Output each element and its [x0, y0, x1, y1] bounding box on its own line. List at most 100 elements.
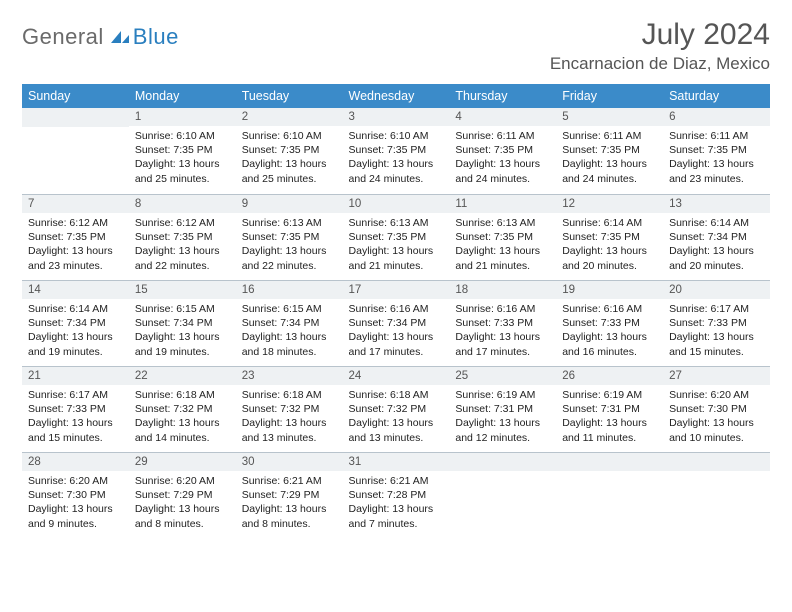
- sunrise-line: Sunrise: 6:10 AM: [135, 129, 230, 143]
- calendar-cell: 6Sunrise: 6:11 AMSunset: 7:35 PMDaylight…: [663, 108, 770, 194]
- daylight-line: Daylight: 13 hours and 16 minutes.: [562, 330, 657, 358]
- sunset-line: Sunset: 7:29 PM: [242, 488, 337, 502]
- sunset-line: Sunset: 7:33 PM: [28, 402, 123, 416]
- day-details: Sunrise: 6:16 AMSunset: 7:33 PMDaylight:…: [556, 299, 663, 362]
- daylight-line: Daylight: 13 hours and 20 minutes.: [562, 244, 657, 272]
- sunrise-line: Sunrise: 6:20 AM: [669, 388, 764, 402]
- calendar-cell: 2Sunrise: 6:10 AMSunset: 7:35 PMDaylight…: [236, 108, 343, 194]
- calendar-cell: 27Sunrise: 6:20 AMSunset: 7:30 PMDayligh…: [663, 366, 770, 452]
- day-details: Sunrise: 6:10 AMSunset: 7:35 PMDaylight:…: [236, 126, 343, 189]
- day-details: Sunrise: 6:11 AMSunset: 7:35 PMDaylight:…: [663, 126, 770, 189]
- daylight-line: Daylight: 13 hours and 17 minutes.: [455, 330, 550, 358]
- day-number: 25: [449, 366, 556, 385]
- day-details: [22, 127, 129, 187]
- daylight-line: Daylight: 13 hours and 23 minutes.: [28, 244, 123, 272]
- sunrise-line: Sunrise: 6:13 AM: [242, 216, 337, 230]
- sunset-line: Sunset: 7:32 PM: [242, 402, 337, 416]
- calendar-cell: 23Sunrise: 6:18 AMSunset: 7:32 PMDayligh…: [236, 366, 343, 452]
- sunrise-line: Sunrise: 6:10 AM: [349, 129, 444, 143]
- calendar-cell: [449, 452, 556, 538]
- calendar-week: 21Sunrise: 6:17 AMSunset: 7:33 PMDayligh…: [22, 366, 770, 452]
- day-number: 19: [556, 280, 663, 299]
- sunrise-line: Sunrise: 6:19 AM: [562, 388, 657, 402]
- sunset-line: Sunset: 7:33 PM: [669, 316, 764, 330]
- sunrise-line: Sunrise: 6:18 AM: [242, 388, 337, 402]
- sunset-line: Sunset: 7:35 PM: [349, 230, 444, 244]
- day-number: 12: [556, 194, 663, 213]
- day-details: Sunrise: 6:14 AMSunset: 7:34 PMDaylight:…: [663, 213, 770, 276]
- day-details: Sunrise: 6:10 AMSunset: 7:35 PMDaylight:…: [129, 126, 236, 189]
- calendar-cell: 11Sunrise: 6:13 AMSunset: 7:35 PMDayligh…: [449, 194, 556, 280]
- day-number: 1: [129, 108, 236, 126]
- day-number: 5: [556, 108, 663, 126]
- calendar-cell: 1Sunrise: 6:10 AMSunset: 7:35 PMDaylight…: [129, 108, 236, 194]
- calendar-cell: 5Sunrise: 6:11 AMSunset: 7:35 PMDaylight…: [556, 108, 663, 194]
- calendar-cell: 25Sunrise: 6:19 AMSunset: 7:31 PMDayligh…: [449, 366, 556, 452]
- sunrise-line: Sunrise: 6:11 AM: [562, 129, 657, 143]
- day-number: 6: [663, 108, 770, 126]
- day-details: Sunrise: 6:17 AMSunset: 7:33 PMDaylight:…: [22, 385, 129, 448]
- day-details: Sunrise: 6:10 AMSunset: 7:35 PMDaylight:…: [343, 126, 450, 189]
- day-number: 14: [22, 280, 129, 299]
- month-title: July 2024: [550, 18, 770, 52]
- day-details: Sunrise: 6:19 AMSunset: 7:31 PMDaylight:…: [556, 385, 663, 448]
- day-details: Sunrise: 6:12 AMSunset: 7:35 PMDaylight:…: [129, 213, 236, 276]
- calendar-cell: 13Sunrise: 6:14 AMSunset: 7:34 PMDayligh…: [663, 194, 770, 280]
- sunset-line: Sunset: 7:35 PM: [562, 230, 657, 244]
- sunset-line: Sunset: 7:35 PM: [349, 143, 444, 157]
- daylight-line: Daylight: 13 hours and 12 minutes.: [455, 416, 550, 444]
- calendar-cell: 18Sunrise: 6:16 AMSunset: 7:33 PMDayligh…: [449, 280, 556, 366]
- sunset-line: Sunset: 7:35 PM: [669, 143, 764, 157]
- weekday-thursday: Thursday: [449, 84, 556, 108]
- calendar-week: 7Sunrise: 6:12 AMSunset: 7:35 PMDaylight…: [22, 194, 770, 280]
- calendar-cell: 3Sunrise: 6:10 AMSunset: 7:35 PMDaylight…: [343, 108, 450, 194]
- day-details: Sunrise: 6:15 AMSunset: 7:34 PMDaylight:…: [129, 299, 236, 362]
- sunset-line: Sunset: 7:35 PM: [242, 230, 337, 244]
- sunrise-line: Sunrise: 6:12 AM: [135, 216, 230, 230]
- daylight-line: Daylight: 13 hours and 19 minutes.: [135, 330, 230, 358]
- sunset-line: Sunset: 7:34 PM: [242, 316, 337, 330]
- sunrise-line: Sunrise: 6:12 AM: [28, 216, 123, 230]
- day-details: Sunrise: 6:14 AMSunset: 7:35 PMDaylight:…: [556, 213, 663, 276]
- sunset-line: Sunset: 7:32 PM: [349, 402, 444, 416]
- sunset-line: Sunset: 7:29 PM: [135, 488, 230, 502]
- day-details: Sunrise: 6:13 AMSunset: 7:35 PMDaylight:…: [236, 213, 343, 276]
- calendar-week: 14Sunrise: 6:14 AMSunset: 7:34 PMDayligh…: [22, 280, 770, 366]
- calendar-cell: 4Sunrise: 6:11 AMSunset: 7:35 PMDaylight…: [449, 108, 556, 194]
- sunrise-line: Sunrise: 6:11 AM: [669, 129, 764, 143]
- day-number: 29: [129, 452, 236, 471]
- daylight-line: Daylight: 13 hours and 10 minutes.: [669, 416, 764, 444]
- sunset-line: Sunset: 7:35 PM: [28, 230, 123, 244]
- day-number: 11: [449, 194, 556, 213]
- daylight-line: Daylight: 13 hours and 8 minutes.: [242, 502, 337, 530]
- calendar-cell: 10Sunrise: 6:13 AMSunset: 7:35 PMDayligh…: [343, 194, 450, 280]
- day-details: Sunrise: 6:16 AMSunset: 7:33 PMDaylight:…: [449, 299, 556, 362]
- sunset-line: Sunset: 7:30 PM: [28, 488, 123, 502]
- day-number: 4: [449, 108, 556, 126]
- day-number: 28: [22, 452, 129, 471]
- day-details: Sunrise: 6:11 AMSunset: 7:35 PMDaylight:…: [449, 126, 556, 189]
- calendar-cell: 17Sunrise: 6:16 AMSunset: 7:34 PMDayligh…: [343, 280, 450, 366]
- logo-text-general: General: [22, 24, 104, 50]
- calendar-cell: 7Sunrise: 6:12 AMSunset: 7:35 PMDaylight…: [22, 194, 129, 280]
- calendar-cell: [556, 452, 663, 538]
- calendar-cell: 28Sunrise: 6:20 AMSunset: 7:30 PMDayligh…: [22, 452, 129, 538]
- daylight-line: Daylight: 13 hours and 22 minutes.: [242, 244, 337, 272]
- day-details: Sunrise: 6:18 AMSunset: 7:32 PMDaylight:…: [236, 385, 343, 448]
- daylight-line: Daylight: 13 hours and 25 minutes.: [242, 157, 337, 185]
- day-details: Sunrise: 6:18 AMSunset: 7:32 PMDaylight:…: [129, 385, 236, 448]
- day-number: 27: [663, 366, 770, 385]
- calendar-cell: 20Sunrise: 6:17 AMSunset: 7:33 PMDayligh…: [663, 280, 770, 366]
- day-details: [449, 471, 556, 531]
- sunrise-line: Sunrise: 6:17 AM: [28, 388, 123, 402]
- sunrise-line: Sunrise: 6:13 AM: [455, 216, 550, 230]
- weekday-wednesday: Wednesday: [343, 84, 450, 108]
- sunrise-line: Sunrise: 6:18 AM: [349, 388, 444, 402]
- title-block: July 2024 Encarnacion de Diaz, Mexico: [550, 18, 770, 74]
- day-number: 22: [129, 366, 236, 385]
- day-number: 26: [556, 366, 663, 385]
- weekday-saturday: Saturday: [663, 84, 770, 108]
- sunset-line: Sunset: 7:33 PM: [562, 316, 657, 330]
- calendar-cell: 16Sunrise: 6:15 AMSunset: 7:34 PMDayligh…: [236, 280, 343, 366]
- day-details: Sunrise: 6:21 AMSunset: 7:29 PMDaylight:…: [236, 471, 343, 534]
